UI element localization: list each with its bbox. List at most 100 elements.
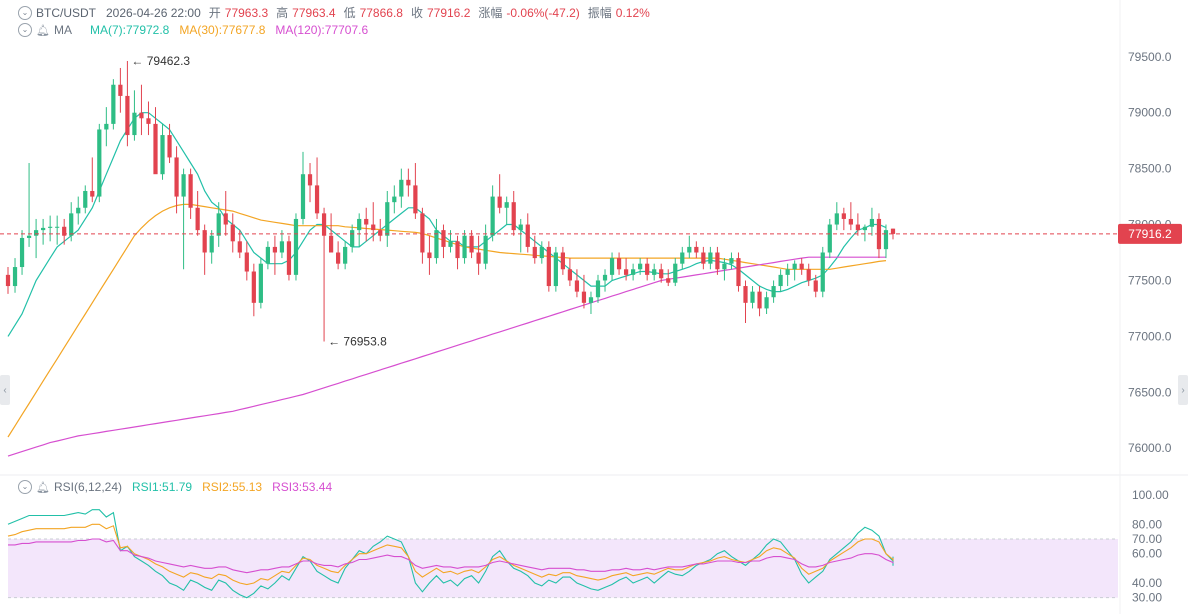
scroll-left-button[interactable]: ‹	[0, 375, 10, 405]
candle-body	[181, 174, 186, 197]
candle-body	[188, 174, 193, 208]
candle-body	[434, 230, 439, 259]
candle-body	[701, 252, 706, 264]
chevron-circle-icon[interactable]: ⌄	[18, 480, 32, 494]
ma-line-1	[7, 203, 887, 438]
ma-line-2	[7, 256, 886, 457]
candle-body	[300, 174, 306, 219]
candle-body	[771, 286, 776, 298]
candle-body	[279, 241, 285, 253]
candle-body	[62, 226, 67, 236]
candle-body	[153, 123, 158, 175]
symbol-label: BTC/USDT	[36, 5, 96, 20]
candle-body	[209, 235, 214, 253]
candle-body	[848, 218, 853, 225]
candle-body	[97, 129, 102, 197]
candle-body	[855, 224, 860, 231]
candle-body	[511, 202, 516, 231]
change-value: -0.06%(-47.2)	[506, 5, 580, 20]
candle-body	[420, 213, 425, 253]
price-axis-tick: 78500.0	[1128, 162, 1172, 176]
rsi-axis-tick: 40.00	[1132, 576, 1162, 590]
candle-body	[385, 202, 390, 236]
candle-body	[638, 263, 643, 270]
candle-body	[652, 269, 657, 275]
scroll-right-button[interactable]: ›	[1178, 375, 1188, 405]
candle-body	[862, 226, 868, 231]
candle-body	[729, 258, 734, 264]
candle-body	[392, 196, 397, 203]
candle-body	[223, 213, 228, 225]
rsi-axis-tick: 30.00	[1132, 591, 1162, 605]
ma30-legend: MA(30):77677.8	[179, 23, 266, 37]
price-tag-bg	[1118, 223, 1182, 244]
candle-body	[525, 224, 530, 247]
candle-body	[462, 235, 467, 259]
ma-legend-name: MA	[53, 23, 72, 37]
high-annotation: ← 79462.3	[131, 54, 190, 68]
candle-body	[631, 269, 636, 275]
candle-body	[286, 241, 292, 275]
candle-body	[778, 274, 783, 287]
price-axis-tick: 79000.0	[1128, 106, 1172, 120]
candle-body	[343, 246, 348, 264]
bell-icon[interactable]: 🔔︎	[36, 481, 50, 494]
candle-body	[539, 246, 544, 259]
candle-body	[820, 252, 825, 292]
bell-icon[interactable]: 🔔︎	[36, 24, 50, 37]
candle-body	[55, 226, 60, 228]
candle-body	[160, 135, 165, 175]
candle-body	[553, 252, 558, 287]
candle-body	[125, 95, 130, 136]
candle-body	[251, 271, 256, 303]
candle-body	[314, 185, 320, 214]
candle-body	[455, 241, 460, 259]
candle-body	[167, 135, 172, 158]
candle-body	[350, 230, 355, 247]
low-value: 77866.8	[359, 5, 403, 20]
candle-body	[722, 263, 727, 270]
rsi-axis-tick: 100.00	[1132, 488, 1169, 502]
candle-body	[111, 84, 116, 124]
ma120-legend: MA(120):77707.6	[275, 23, 369, 37]
chevron-circle-icon[interactable]: ⌄	[18, 23, 32, 37]
rsi-line-1	[7, 509, 894, 599]
candle-body	[364, 218, 369, 225]
candle-body	[83, 190, 88, 208]
candle-body	[750, 291, 755, 303]
rsi-line-2	[7, 523, 894, 586]
candle-body	[427, 252, 432, 259]
candle-body	[623, 269, 629, 275]
rsi-line-3	[8, 538, 894, 574]
open-label: 开	[208, 6, 221, 20]
candle-body	[813, 280, 818, 292]
candle-body	[757, 291, 762, 309]
candle-body	[328, 235, 334, 253]
change-label: 涨幅	[478, 6, 503, 20]
candle-body	[645, 263, 650, 275]
candle-body	[715, 252, 720, 270]
price-axis-tick: 79500.0	[1128, 50, 1172, 64]
candle-body	[504, 202, 509, 208]
candle-body	[90, 190, 95, 197]
low-label: 低	[343, 6, 356, 20]
candle-body	[265, 246, 270, 264]
low-annotation: ← 76953.8	[328, 335, 387, 349]
candle-body	[41, 227, 46, 231]
high-value: 77963.4	[292, 5, 336, 20]
candle-body	[694, 246, 699, 253]
candle-body	[476, 252, 481, 264]
candle-body	[69, 213, 74, 236]
candle-body	[469, 235, 474, 253]
candle-body	[139, 112, 144, 119]
candle-body	[518, 224, 523, 231]
candle-body	[869, 218, 875, 227]
candle-body	[680, 252, 685, 264]
candle-body	[237, 241, 242, 253]
chevron-circle-icon[interactable]: ⌄	[18, 5, 32, 20]
candle-body	[574, 280, 580, 292]
candle-body	[12, 267, 18, 287]
amplitude-value: 0.12%	[615, 5, 650, 20]
candle-body	[532, 246, 537, 259]
